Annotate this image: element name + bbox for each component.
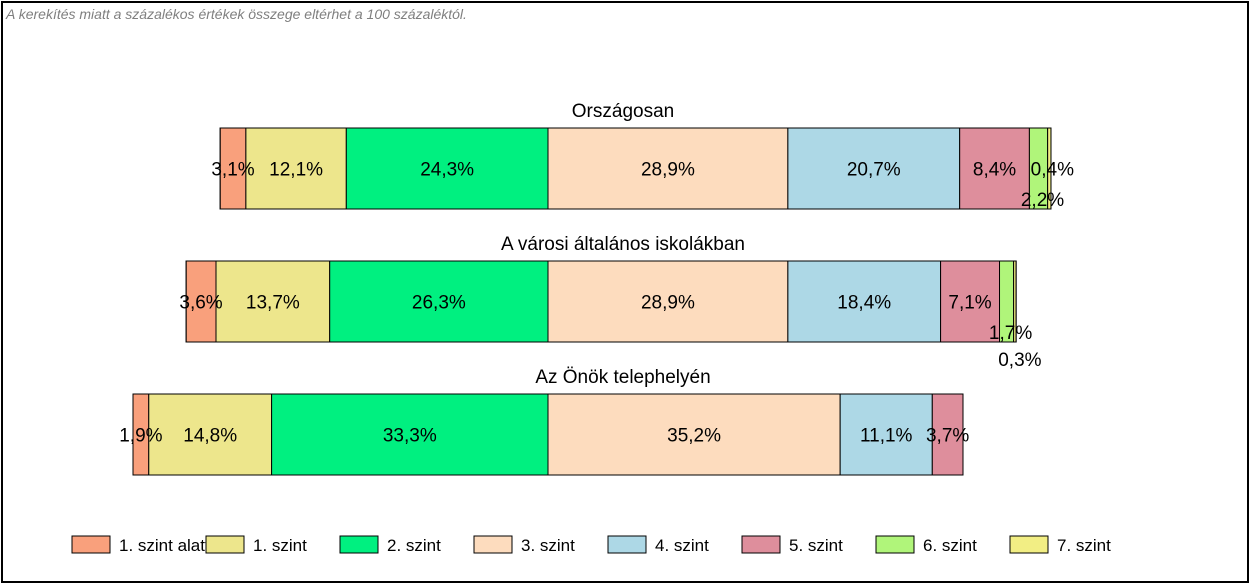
legend-label: 2. szint <box>387 536 441 555</box>
data-label: 12,1% <box>269 160 323 181</box>
bar-segment <box>787 260 942 343</box>
data-label: 14,8% <box>183 426 237 447</box>
bar-outline <box>219 127 1052 210</box>
legend-item: 4. szint <box>607 535 709 555</box>
legend-label: 5. szint <box>789 536 843 555</box>
bar-segment <box>959 127 1030 210</box>
data-label: 18,4% <box>837 293 891 314</box>
data-label: 0,3% <box>998 350 1041 371</box>
data-label: 3,1% <box>211 160 254 181</box>
bar-outline <box>132 393 964 476</box>
legend-item: 3. szint <box>473 535 575 555</box>
bar-segment <box>547 260 789 343</box>
legend-label: 6. szint <box>923 536 977 555</box>
legend-label: 7. szint <box>1057 536 1111 555</box>
data-label: 26,3% <box>412 293 466 314</box>
data-label: 28,9% <box>641 293 695 314</box>
legend-item: 1. szint <box>205 535 307 555</box>
rounding-note: A kerekítés miatt a százalékos értékek ö… <box>6 6 467 22</box>
legend-swatch <box>741 535 781 554</box>
legend-item: 6. szint <box>875 535 977 555</box>
legend-item: 7. szint <box>1009 535 1111 555</box>
bar-segment <box>931 393 964 476</box>
data-label: 20,7% <box>847 160 901 181</box>
bar-segment <box>215 260 331 343</box>
bar-group-title: A városi általános iskolákban <box>501 234 745 255</box>
legend-swatch <box>875 535 915 554</box>
legend-item: 2. szint <box>339 535 441 555</box>
data-label: 8,4% <box>973 160 1016 181</box>
legend-swatch <box>473 535 513 554</box>
bar-segment <box>271 393 549 476</box>
legend-label: 4. szint <box>655 536 709 555</box>
data-label: 7,1% <box>948 293 991 314</box>
legend-label: 3. szint <box>521 536 575 555</box>
legend-swatch <box>71 535 111 554</box>
legend-swatch <box>1009 535 1049 554</box>
legend-label: 1. szint alatti <box>119 536 214 555</box>
data-label: 0,4% <box>1031 160 1074 181</box>
legend-label: 1. szint <box>253 536 307 555</box>
legend-swatch <box>205 535 245 554</box>
bar-group-title: Országosan <box>572 101 674 122</box>
data-label: 1,7% <box>989 323 1032 344</box>
bar-segment <box>345 127 549 210</box>
legend-swatch <box>339 535 379 554</box>
data-label: 1,9% <box>119 426 162 447</box>
data-label: 24,3% <box>420 160 474 181</box>
bar-segment <box>839 393 933 476</box>
data-label: 3,7% <box>926 426 969 447</box>
legend-item: 1. szint alatti <box>71 535 214 555</box>
bar-outline <box>185 260 1017 343</box>
data-label: 33,3% <box>383 426 437 447</box>
data-label: 35,2% <box>667 426 721 447</box>
data-label: 11,1% <box>860 426 913 447</box>
data-label: 2,2% <box>1021 190 1064 211</box>
data-label: 13,7% <box>246 293 300 314</box>
legend-swatch <box>607 535 647 554</box>
bar-segment <box>940 260 1001 343</box>
bar-segment <box>787 127 961 210</box>
legend-item: 5. szint <box>741 535 843 555</box>
bar-group-title: Az Önök telephelyén <box>535 367 710 388</box>
data-label: 3,6% <box>179 293 222 314</box>
data-label: 28,9% <box>641 160 695 181</box>
bar-segment <box>547 393 841 476</box>
